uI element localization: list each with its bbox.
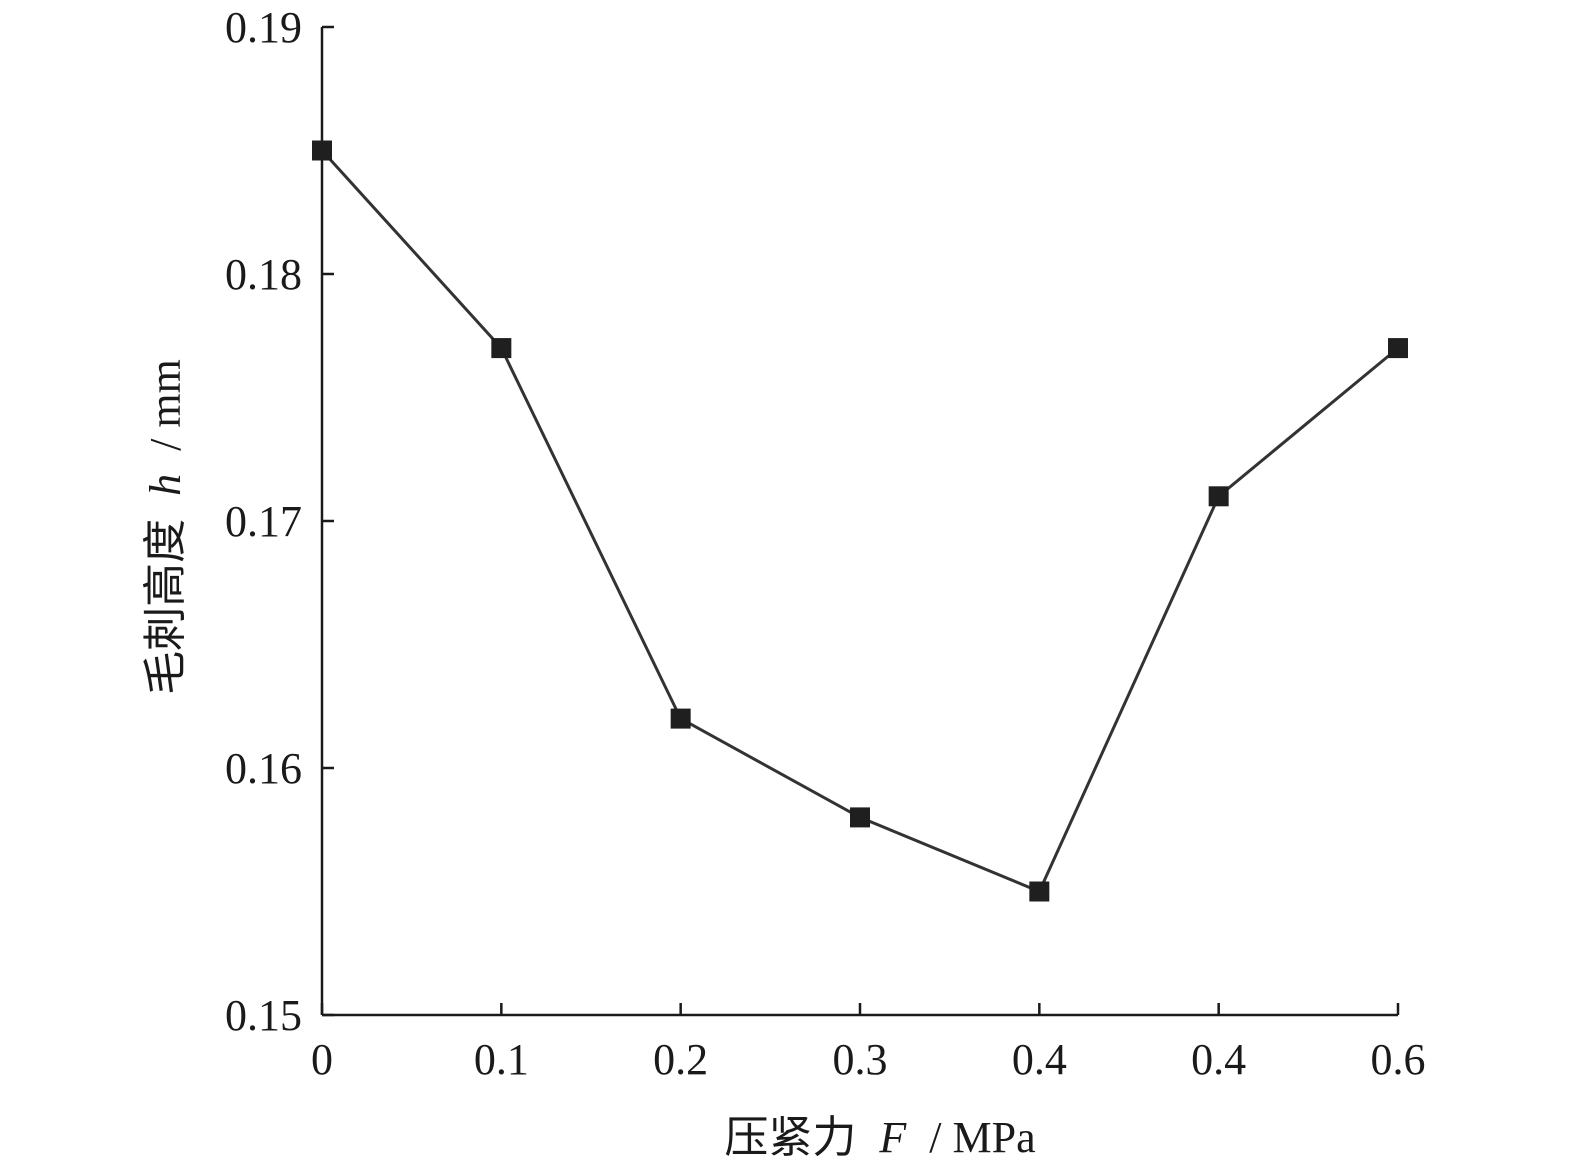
data-point-marker bbox=[850, 807, 870, 828]
series-line bbox=[320, 149, 1399, 894]
y-tick-label: 0.17 bbox=[225, 497, 302, 546]
x-axis-title-unit: / MPa bbox=[929, 1113, 1035, 1162]
data-point-marker bbox=[1029, 881, 1050, 902]
y-tick-label: 0.15 bbox=[225, 991, 302, 1040]
axes bbox=[320, 27, 1398, 1017]
x-tick-label: 0.2 bbox=[653, 1035, 708, 1084]
y-tick-label: 0.19 bbox=[225, 3, 302, 52]
x-tick-label: 0.4 bbox=[1191, 1035, 1246, 1084]
y-axis-title-unit: / mm bbox=[141, 359, 190, 451]
x-axis-title-zh: 压紧力 bbox=[724, 1113, 856, 1162]
x-tick-label: 0.3 bbox=[833, 1035, 888, 1084]
y-axis-title-zh: 毛刺高度 bbox=[141, 519, 190, 695]
x-axis-title: 压紧力 F / MPa bbox=[724, 1113, 1035, 1162]
x-tick-label: 0 bbox=[311, 1035, 333, 1084]
x-tick-label: 0.4 bbox=[1012, 1035, 1067, 1084]
x-tick-label: 0.6 bbox=[1371, 1035, 1426, 1084]
y-tick-label: 0.16 bbox=[225, 744, 302, 793]
data-point-marker bbox=[670, 708, 691, 729]
y-axis-title: 毛刺高度 h / mm bbox=[141, 359, 190, 695]
y-ticks: 0.15 0.16 0.17 0.18 0.19 bbox=[225, 3, 334, 1040]
data-point-marker bbox=[491, 338, 512, 359]
data-point-marker bbox=[1208, 486, 1229, 507]
data-point-marker bbox=[1388, 338, 1408, 359]
x-ticks: 0 0.1 0.2 0.3 0.4 0.4 0.6 bbox=[311, 1003, 1426, 1084]
data-point-marker bbox=[312, 140, 332, 161]
series-group bbox=[312, 140, 1408, 902]
x-tick-label: 0.1 bbox=[474, 1035, 529, 1084]
y-tick-label: 0.18 bbox=[225, 250, 302, 299]
x-axis-title-var: F bbox=[878, 1113, 907, 1162]
y-axis-title-var: h bbox=[141, 474, 190, 496]
